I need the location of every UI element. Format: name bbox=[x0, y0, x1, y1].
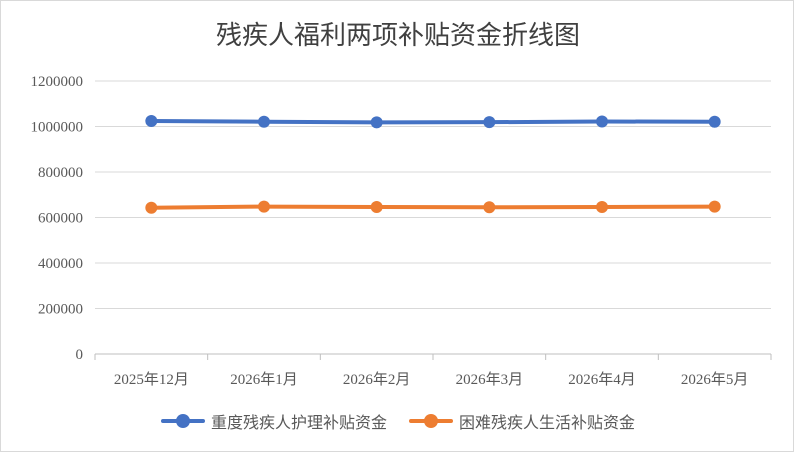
legend: 重度残疾人护理补贴资金 困难残疾人生活补贴资金 bbox=[1, 409, 794, 433]
x-tick-label: 2026年5月 bbox=[681, 371, 749, 388]
y-tick-label: 600000 bbox=[38, 211, 83, 227]
y-tick-label: 1000000 bbox=[31, 120, 84, 136]
data-point bbox=[708, 115, 721, 128]
data-point bbox=[483, 116, 496, 129]
y-tick-label: 0 bbox=[76, 347, 84, 363]
x-tick-label: 2026年1月 bbox=[230, 371, 298, 388]
x-tick-label: 2026年3月 bbox=[456, 371, 524, 388]
y-tick-label: 200000 bbox=[38, 302, 83, 318]
data-point bbox=[708, 200, 721, 213]
legend-swatch-blue bbox=[160, 414, 205, 428]
data-point bbox=[258, 200, 270, 213]
y-axis-ticks: 0 200000 400000 600000 800000 1000000 1200000 bbox=[31, 74, 84, 363]
gridlines bbox=[95, 80, 771, 309]
x-axis: 2025年12月 2026年1月 2026年2月 2026年3月 2026年4月 2026… bbox=[94, 353, 772, 388]
y-tick-label: 1200000 bbox=[31, 74, 84, 90]
y-tick-label: 800000 bbox=[38, 165, 83, 181]
data-point bbox=[145, 201, 158, 214]
legend-item-nursing: 重度残疾人护理补贴资金 bbox=[160, 409, 387, 433]
data-point bbox=[596, 115, 608, 128]
data-point bbox=[483, 201, 496, 214]
y-tick-label: 400000 bbox=[38, 256, 83, 272]
legend-label-nursing: 重度残疾人护理补贴资金 bbox=[210, 413, 387, 432]
data-point bbox=[370, 201, 383, 214]
series-line-1 bbox=[149, 119, 717, 125]
legend-swatch-orange bbox=[409, 414, 453, 428]
legend-label-living: 困难残疾人生活补贴资金 bbox=[459, 413, 636, 432]
series-line-2 bbox=[149, 204, 717, 210]
series-lines bbox=[145, 115, 721, 214]
x-tick-label: 2026年2月 bbox=[343, 371, 411, 388]
data-point bbox=[596, 201, 608, 214]
data-point bbox=[370, 116, 383, 129]
x-tick-label: 2025年12月 bbox=[114, 371, 189, 388]
data-point bbox=[258, 115, 270, 128]
x-tick-label: 2026年4月 bbox=[568, 371, 636, 388]
data-point bbox=[145, 115, 158, 128]
legend-item-living: 困难残疾人生活补贴资金 bbox=[409, 409, 635, 433]
chart-title: 残疾人福利两项补贴资金折线图 bbox=[215, 21, 580, 51]
